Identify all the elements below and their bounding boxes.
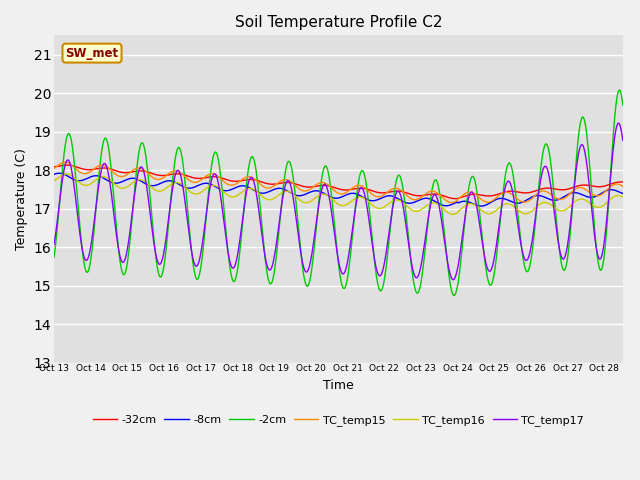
-32cm	[51, 164, 58, 169]
TC_temp17	[449, 277, 457, 283]
-32cm	[460, 193, 467, 199]
-2cm	[130, 197, 138, 203]
-2cm	[619, 102, 627, 108]
TC_temp16	[460, 204, 467, 210]
-8cm	[473, 203, 481, 208]
-8cm	[315, 188, 323, 194]
-8cm	[619, 191, 627, 196]
-2cm	[293, 207, 301, 213]
-32cm	[63, 162, 71, 168]
-2cm	[459, 239, 467, 244]
TC_temp17	[51, 241, 58, 247]
TC_temp17	[473, 203, 481, 208]
TC_temp16	[131, 179, 138, 184]
TC_temp16	[619, 194, 627, 200]
TC_temp15	[61, 159, 69, 165]
Title: Soil Temperature Profile C2: Soil Temperature Profile C2	[235, 15, 442, 30]
-32cm	[619, 179, 627, 185]
-8cm	[56, 170, 63, 176]
Legend: -32cm, -8cm, -2cm, TC_temp15, TC_temp16, TC_temp17: -32cm, -8cm, -2cm, TC_temp15, TC_temp16,…	[88, 411, 589, 431]
-8cm	[51, 171, 58, 177]
TC_temp16	[51, 178, 58, 184]
X-axis label: Time: Time	[323, 379, 354, 392]
TC_temp15	[51, 166, 58, 171]
TC_temp16	[315, 192, 323, 198]
TC_temp15	[294, 184, 301, 190]
TC_temp16	[63, 171, 70, 177]
-32cm	[452, 196, 460, 202]
-32cm	[52, 164, 60, 169]
-2cm	[473, 186, 481, 192]
TC_temp16	[52, 177, 60, 182]
TC_temp15	[460, 192, 467, 197]
-32cm	[131, 168, 138, 174]
Line: -2cm: -2cm	[54, 90, 623, 295]
-8cm	[477, 203, 485, 209]
TC_temp16	[449, 211, 457, 217]
TC_temp17	[52, 226, 60, 231]
-2cm	[616, 87, 623, 93]
-32cm	[474, 192, 481, 197]
TC_temp15	[52, 164, 60, 169]
-8cm	[294, 193, 301, 199]
Y-axis label: Temperature (C): Temperature (C)	[15, 148, 28, 250]
Line: TC_temp17: TC_temp17	[54, 123, 623, 280]
-2cm	[314, 205, 322, 211]
Line: TC_temp15: TC_temp15	[54, 162, 623, 203]
TC_temp17	[459, 230, 467, 236]
TC_temp16	[474, 204, 481, 210]
TC_temp17	[293, 220, 301, 226]
Line: -32cm: -32cm	[54, 165, 623, 199]
TC_temp17	[130, 199, 138, 204]
-32cm	[315, 183, 323, 189]
TC_temp15	[131, 167, 138, 172]
-8cm	[131, 176, 138, 181]
Line: TC_temp16: TC_temp16	[54, 174, 623, 214]
TC_temp15	[447, 200, 455, 205]
-2cm	[51, 254, 58, 260]
Text: SW_met: SW_met	[65, 47, 118, 60]
TC_temp17	[619, 138, 627, 144]
-8cm	[52, 171, 60, 177]
Line: -8cm: -8cm	[54, 173, 623, 206]
TC_temp15	[619, 183, 627, 189]
TC_temp15	[315, 180, 323, 186]
-2cm	[451, 292, 458, 298]
TC_temp17	[314, 206, 322, 212]
-8cm	[459, 199, 467, 204]
TC_temp17	[614, 120, 622, 126]
-2cm	[52, 235, 60, 240]
TC_temp15	[474, 193, 481, 199]
-32cm	[294, 182, 301, 188]
TC_temp16	[294, 195, 301, 201]
